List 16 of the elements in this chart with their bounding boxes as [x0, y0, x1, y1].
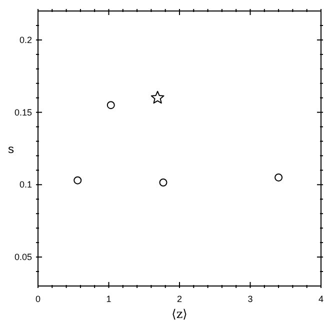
y-axis-title: s	[8, 142, 14, 156]
point	[74, 176, 82, 184]
y-tick-label: 0.2	[19, 34, 32, 45]
point	[150, 90, 164, 104]
x-tick-label: 4	[318, 294, 324, 304]
x-axis-title: ⟨z⟩	[172, 307, 188, 321]
y-tick-label: 0.05	[14, 252, 32, 262]
point	[106, 101, 115, 110]
x-tick-label: 1	[106, 294, 112, 304]
x-tick-label: 0	[35, 294, 41, 304]
x-tick-label: 2	[176, 294, 182, 304]
x-tick-label: 3	[248, 294, 253, 304]
point	[274, 173, 283, 182]
point	[159, 178, 168, 187]
y-tick-label: 0.1	[19, 180, 32, 190]
y-tick-label: 0.15	[14, 107, 32, 118]
